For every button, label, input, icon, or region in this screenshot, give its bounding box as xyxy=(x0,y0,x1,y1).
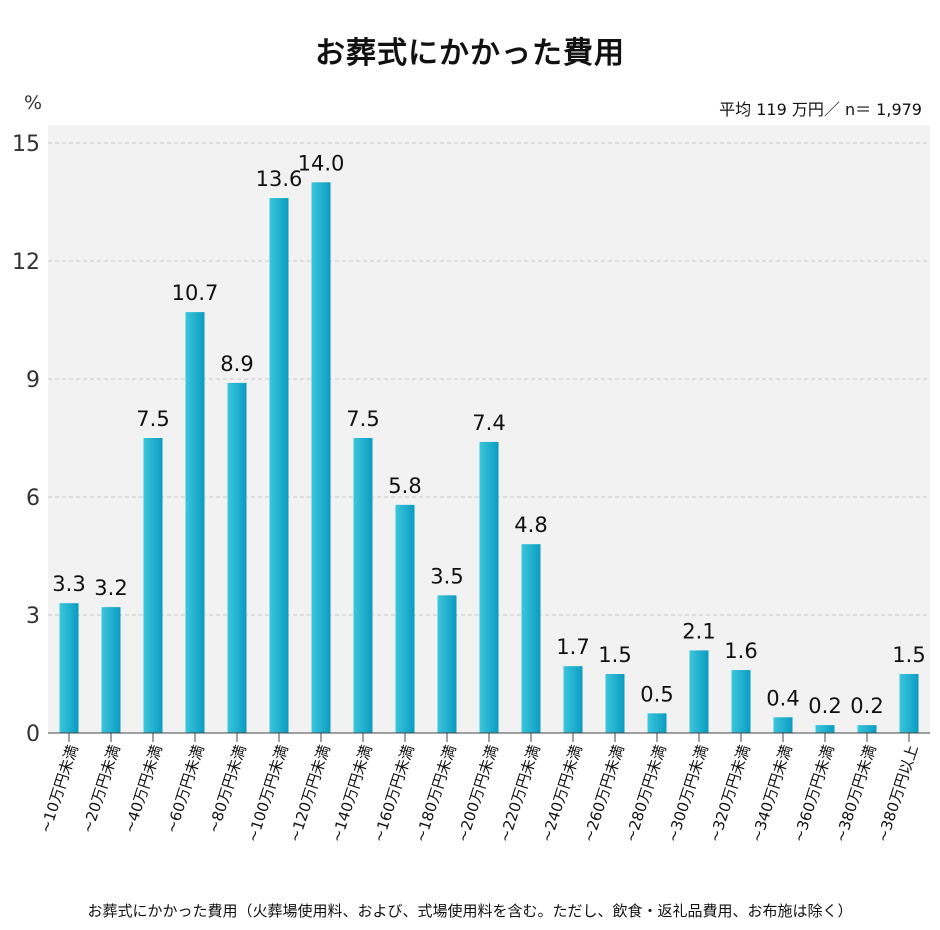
bar xyxy=(773,717,793,733)
x-category-label: ~120万円未満 xyxy=(285,743,333,845)
bar xyxy=(815,725,835,733)
bar-value-label: 8.9 xyxy=(220,352,253,376)
x-category-label: ~140万円未満 xyxy=(327,743,375,845)
x-category-label: ~380万円未満 xyxy=(831,743,879,845)
bar xyxy=(731,670,751,733)
y-tick-label: 15 xyxy=(12,132,40,157)
x-category-label: ~280万円未満 xyxy=(621,743,669,845)
bar xyxy=(59,603,79,733)
bar-value-label: 1.5 xyxy=(598,643,631,667)
x-axis-ticks: ~10万円未満~20万円未満~40万円未満~60万円未満~80万円未満~100万… xyxy=(36,733,922,845)
bar xyxy=(353,438,373,733)
x-category-label: ~10万円未満 xyxy=(36,743,81,836)
bar-value-label: 3.5 xyxy=(430,564,463,588)
bar xyxy=(689,650,709,733)
bar-value-label: 0.4 xyxy=(766,686,799,710)
bar xyxy=(311,182,331,734)
y-tick-label: 6 xyxy=(26,486,40,511)
y-tick-label: 12 xyxy=(12,250,40,275)
bar xyxy=(101,607,121,733)
y-tick-label: 9 xyxy=(26,368,40,393)
chart-footnote: お葬式にかかった費用（火葬場使用料、および、式場使用料を含む。ただし、飲食・返礼… xyxy=(87,902,853,920)
bar xyxy=(269,198,289,734)
y-tick-label: 3 xyxy=(26,604,40,629)
bar xyxy=(647,713,667,733)
x-category-label: ~80万円未満 xyxy=(204,743,249,836)
x-category-label: ~220万円未満 xyxy=(495,743,543,845)
bar xyxy=(185,312,205,733)
bar-value-label: 3.3 xyxy=(52,572,85,596)
bar-value-label: 13.6 xyxy=(256,167,303,191)
bar-value-label: 7.5 xyxy=(346,407,379,431)
bar-value-label: 1.6 xyxy=(724,639,757,663)
x-category-label: ~60万円未満 xyxy=(162,743,207,836)
bar xyxy=(395,504,415,733)
bar-value-label: 0.2 xyxy=(850,694,883,718)
chart-summary: 平均 119 万円／ n＝ 1,979 xyxy=(719,100,922,119)
bar xyxy=(479,441,499,733)
bar-value-label: 1.5 xyxy=(892,643,925,667)
bar-value-label: 0.2 xyxy=(808,694,841,718)
bar xyxy=(227,382,247,733)
bar xyxy=(605,674,625,733)
y-axis-unit: % xyxy=(24,92,43,114)
x-category-label: ~200万円未満 xyxy=(453,743,501,845)
x-category-label: ~40万円未満 xyxy=(120,743,165,836)
x-category-label: ~160万円未満 xyxy=(369,743,417,845)
x-category-label: ~100万円未満 xyxy=(243,743,291,845)
x-category-label: ~180万円未満 xyxy=(411,743,459,845)
bar-value-label: 4.8 xyxy=(514,513,547,537)
chart-title: お葬式にかかった費用 xyxy=(315,36,625,71)
x-category-label: ~380万円以上 xyxy=(873,743,921,845)
bar xyxy=(563,666,583,733)
bar-value-label: 0.5 xyxy=(640,682,673,706)
x-category-label: ~300万円未満 xyxy=(663,743,711,845)
value-labels: 3.3 3.2 7.5 10.7 8.9 13.614.0 7.5 5.8 3.5 7.4 4.8 1… xyxy=(52,151,925,718)
bar-value-label: 7.4 xyxy=(472,411,505,435)
y-axis-ticks: 0 3 6 9 12 15 xyxy=(12,132,40,747)
bar xyxy=(143,438,163,733)
bar-value-label: 1.7 xyxy=(556,635,589,659)
x-category-label: ~260万円未満 xyxy=(579,743,627,845)
x-category-label: ~20万円未満 xyxy=(78,743,123,836)
bar-value-label: 14.0 xyxy=(298,151,345,175)
bars xyxy=(59,182,919,734)
x-category-label: ~340万円未満 xyxy=(747,743,795,845)
bar xyxy=(899,674,919,733)
bar xyxy=(521,544,541,733)
bar-value-label: 10.7 xyxy=(172,281,219,305)
bar-value-label: 2.1 xyxy=(682,619,715,643)
bar-value-label: 7.5 xyxy=(136,407,169,431)
x-category-label: ~240万円未満 xyxy=(537,743,585,845)
bar xyxy=(857,725,877,733)
bar xyxy=(437,595,457,733)
bar-value-label: 5.8 xyxy=(388,474,421,498)
x-category-label: ~320万円未満 xyxy=(705,743,753,845)
y-tick-label: 0 xyxy=(26,722,40,747)
x-category-label: ~360万円未満 xyxy=(789,743,837,845)
bar-value-label: 3.2 xyxy=(94,576,127,600)
